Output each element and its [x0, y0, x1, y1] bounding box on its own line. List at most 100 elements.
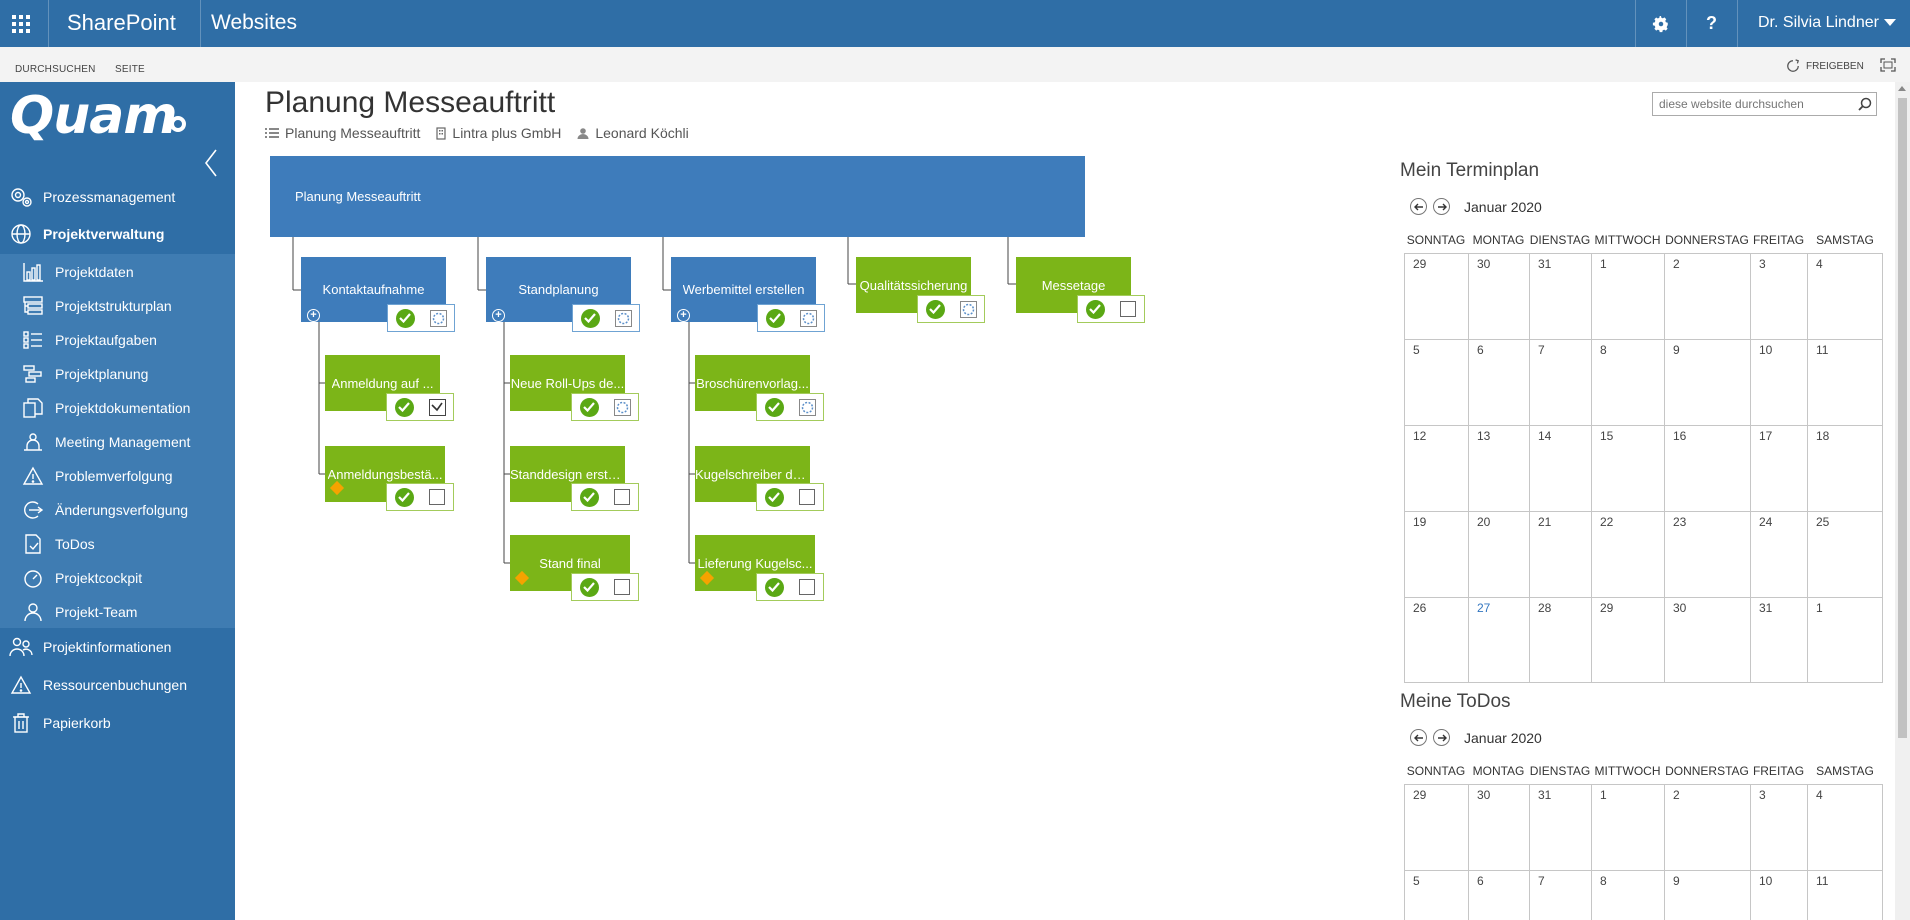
nav-item-meeting-management[interactable]: Meeting Management	[20, 430, 190, 454]
calendar-day[interactable]: 9	[1664, 871, 1750, 920]
calendar-day[interactable]: 4	[1807, 785, 1883, 870]
breadcrumb-project[interactable]: Planung Messeauftritt	[265, 125, 420, 141]
calendar-day[interactable]: 30	[1468, 785, 1529, 870]
nav-item-projektdokumentation[interactable]: Projektdokumentation	[20, 396, 190, 420]
calendar-day[interactable]: 11	[1807, 871, 1883, 920]
calendar-day[interactable]: 4	[1807, 254, 1883, 339]
settings-button[interactable]	[1635, 0, 1685, 47]
check-circle-icon[interactable]	[764, 487, 784, 507]
calendar-day[interactable]: 6	[1468, 340, 1529, 425]
scrollbar-thumb[interactable]	[1898, 98, 1907, 738]
calendar-day[interactable]: 29	[1404, 785, 1468, 870]
calendar-day[interactable]: 9	[1664, 340, 1750, 425]
checked-checkbox-icon[interactable]	[428, 398, 446, 416]
calendar-day[interactable]: 3	[1750, 254, 1807, 339]
calendar-day[interactable]: 24	[1750, 512, 1807, 597]
check-circle-icon[interactable]	[765, 308, 785, 328]
checkbox[interactable]	[799, 489, 816, 505]
calendar-day[interactable]: 18	[1807, 426, 1883, 511]
calendar-day[interactable]: 1	[1591, 785, 1664, 870]
calendar-day-today[interactable]: 27	[1468, 598, 1529, 682]
calendar-day[interactable]: 16	[1664, 426, 1750, 511]
arrow-left-icon[interactable]	[1410, 198, 1427, 215]
breadcrumb-company[interactable]: Lintra plus GmbH	[436, 125, 561, 141]
calendar-day[interactable]: 10	[1750, 340, 1807, 425]
progress-icon[interactable]	[429, 309, 447, 327]
calendar-day[interactable]: 1	[1807, 598, 1883, 682]
progress-icon[interactable]	[613, 398, 631, 416]
nav-item-projektplanung[interactable]: Projektplanung	[20, 362, 148, 386]
calendar-day[interactable]: 12	[1404, 426, 1468, 511]
breadcrumb-owner[interactable]: Leonard Köchli	[577, 125, 689, 141]
nav-item-todos[interactable]: ToDos	[20, 532, 95, 556]
nav-item-projektaufgaben[interactable]: Projektaufgaben	[20, 328, 157, 352]
checkbox[interactable]	[1120, 301, 1137, 317]
calendar-day[interactable]: 29	[1404, 254, 1468, 339]
scroll-up-icon[interactable]	[1898, 86, 1906, 91]
nav-item-projektdaten[interactable]: Projektdaten	[20, 260, 134, 284]
nav-item-projektcockpit[interactable]: Projektcockpit	[20, 566, 142, 590]
calendar-day[interactable]: 23	[1664, 512, 1750, 597]
check-circle-icon[interactable]	[925, 299, 945, 319]
checkbox[interactable]	[799, 579, 816, 595]
check-circle-icon[interactable]	[394, 397, 414, 417]
calendar-day[interactable]: 5	[1404, 340, 1468, 425]
calendar-day[interactable]: 8	[1591, 340, 1664, 425]
check-circle-icon[interactable]	[579, 397, 599, 417]
calendar-day[interactable]: 31	[1529, 785, 1591, 870]
nav-item-projektinformationen[interactable]: Projektinformationen	[8, 635, 171, 659]
calendar-day[interactable]: 8	[1591, 871, 1664, 920]
progress-icon[interactable]	[959, 300, 977, 318]
calendar-day[interactable]: 28	[1529, 598, 1591, 682]
calendar-day[interactable]: 21	[1529, 512, 1591, 597]
calendar-day[interactable]: 3	[1750, 785, 1807, 870]
calendar-day[interactable]: 11	[1807, 340, 1883, 425]
arrow-left-icon[interactable]	[1410, 729, 1427, 746]
checkbox[interactable]	[614, 489, 631, 505]
calendar-day[interactable]: 1	[1591, 254, 1664, 339]
calendar-day[interactable]: 30	[1664, 598, 1750, 682]
progress-icon[interactable]	[798, 398, 816, 416]
arrow-right-icon[interactable]	[1433, 198, 1450, 215]
tab-page[interactable]: SEITE	[115, 64, 145, 75]
calendar-day[interactable]: 15	[1591, 426, 1664, 511]
nav-item-problemverfolgung[interactable]: Problemverfolgung	[20, 464, 173, 488]
calendar-day[interactable]: 7	[1529, 340, 1591, 425]
check-circle-icon[interactable]	[580, 308, 600, 328]
checkbox[interactable]	[429, 489, 446, 505]
tab-browse[interactable]: DURCHSUCHEN	[15, 64, 96, 75]
app-launcher-icon[interactable]	[0, 0, 42, 47]
user-menu[interactable]: Dr. Silvia Lindner	[1737, 0, 1910, 47]
calendar-day[interactable]: 13	[1468, 426, 1529, 511]
check-circle-icon[interactable]	[764, 397, 784, 417]
check-circle-icon[interactable]	[1085, 299, 1105, 319]
share-button[interactable]: FREIGEBEN	[1786, 59, 1864, 73]
search-icon[interactable]	[1858, 97, 1872, 111]
calendar-day[interactable]: 7	[1529, 871, 1591, 920]
checkbox[interactable]	[614, 579, 631, 595]
search-input[interactable]	[1653, 93, 1848, 115]
calendar-day[interactable]: 14	[1529, 426, 1591, 511]
tree-root-node[interactable]: Planung Messeauftritt	[270, 156, 1085, 237]
vertical-scrollbar[interactable]	[1895, 82, 1910, 920]
calendar-day[interactable]: 2	[1664, 785, 1750, 870]
nav-item-prozessmanagement[interactable]: Prozessmanagement	[8, 185, 175, 209]
calendar-day[interactable]: 30	[1468, 254, 1529, 339]
progress-icon[interactable]	[614, 309, 632, 327]
calendar-day[interactable]: 31	[1529, 254, 1591, 339]
calendar-day[interactable]: 17	[1750, 426, 1807, 511]
check-circle-icon[interactable]	[394, 487, 414, 507]
help-button[interactable]: ?	[1686, 0, 1736, 47]
calendar-day[interactable]: 20	[1468, 512, 1529, 597]
check-circle-icon[interactable]	[395, 308, 415, 328]
websites-link[interactable]: Websites	[211, 11, 297, 34]
collapse-nav-icon[interactable]	[203, 148, 219, 178]
calendar-day[interactable]: 31	[1750, 598, 1807, 682]
calendar-day[interactable]: 19	[1404, 512, 1468, 597]
calendar-day[interactable]: 2	[1664, 254, 1750, 339]
nav-item-papierkorb[interactable]: Papierkorb	[8, 711, 111, 735]
check-circle-icon[interactable]	[764, 577, 784, 597]
check-circle-icon[interactable]	[579, 577, 599, 597]
check-circle-icon[interactable]	[579, 487, 599, 507]
calendar-day[interactable]: 5	[1404, 871, 1468, 920]
